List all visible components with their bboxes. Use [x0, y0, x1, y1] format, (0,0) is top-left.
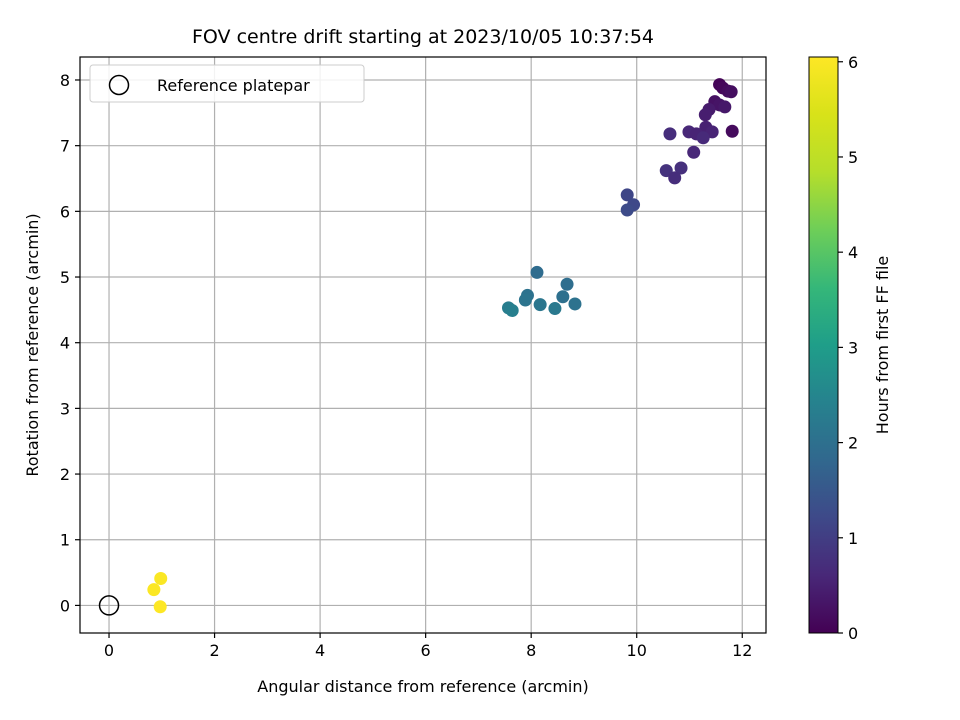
- x-axis-label: Angular distance from reference (arcmin): [257, 677, 588, 696]
- colorbar-ticks: 0 1 2 3 4 5 6: [838, 53, 858, 643]
- data-point: [518, 293, 532, 307]
- data-point: [568, 297, 582, 311]
- data-point: [505, 304, 519, 318]
- data-point: [560, 277, 574, 291]
- y-tick-label: 0: [60, 596, 70, 615]
- x-tick-label: 8: [526, 641, 536, 660]
- y-tick-label: 3: [60, 399, 70, 418]
- y-axis-ticks: 0 1 2 3 4 5 6 7 8: [60, 71, 80, 615]
- data-point: [530, 265, 544, 279]
- x-axis-ticks: 0 2 4 6 8 10 12: [104, 633, 752, 660]
- data-point: [668, 171, 682, 185]
- grid: [80, 57, 766, 633]
- data-point: [620, 188, 634, 202]
- colorbar-tick-label: 3: [848, 338, 858, 357]
- colorbar-tick-label: 6: [848, 53, 858, 72]
- y-tick-label: 5: [60, 268, 70, 287]
- data-point: [153, 600, 167, 614]
- data-point: [147, 583, 161, 597]
- data-point: [620, 203, 634, 217]
- data-point: [659, 164, 673, 178]
- data-point: [556, 290, 570, 304]
- data-point: [698, 108, 712, 122]
- legend-marker: [108, 74, 130, 96]
- x-tick-label: 0: [104, 641, 114, 660]
- x-tick-label: 4: [315, 641, 325, 660]
- data-points: [147, 78, 739, 614]
- data-point: [687, 145, 701, 159]
- colorbar-tick-label: 0: [848, 624, 858, 643]
- data-point: [718, 100, 732, 114]
- colorbar-tick-label: 5: [848, 148, 858, 167]
- reference-point: [98, 595, 120, 616]
- data-point: [548, 302, 562, 316]
- y-tick-label: 2: [60, 465, 70, 484]
- plot-frame: [79, 56, 767, 634]
- x-tick-label: 6: [421, 641, 431, 660]
- y-tick-label: 7: [60, 137, 70, 156]
- y-tick-label: 1: [60, 531, 70, 550]
- y-tick-label: 6: [60, 202, 70, 221]
- data-point: [725, 124, 739, 138]
- y-tick-label: 4: [60, 334, 70, 353]
- y-tick-label: 8: [60, 71, 70, 90]
- reference-layer: [98, 595, 120, 616]
- colorbar-tick-label: 4: [848, 243, 858, 262]
- legend-entry: Reference platepar: [157, 76, 310, 95]
- data-point: [154, 571, 168, 585]
- x-tick-label: 10: [627, 641, 647, 660]
- data-point: [674, 161, 688, 175]
- data-point: [696, 131, 710, 145]
- colorbar: [808, 56, 839, 634]
- chart-title: FOV centre drift starting at 2023/10/05 …: [192, 26, 654, 48]
- colorbar-tick-label: 2: [848, 434, 858, 453]
- data-point: [663, 127, 677, 141]
- data-point: [724, 85, 738, 99]
- legend: Reference platepar: [89, 64, 365, 103]
- x-tick-label: 2: [209, 641, 219, 660]
- data-point: [533, 298, 547, 312]
- y-axis-label: Rotation from reference (arcmin): [23, 213, 42, 476]
- legend-box: [89, 64, 365, 103]
- colorbar-tick-label: 1: [848, 529, 858, 548]
- colorbar-label: Hours from first FF file: [873, 256, 892, 435]
- x-tick-label: 12: [732, 641, 752, 660]
